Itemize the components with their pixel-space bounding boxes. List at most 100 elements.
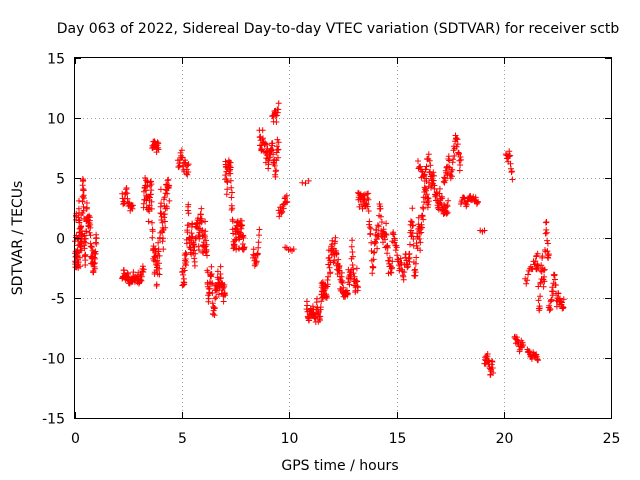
data-point: [199, 227, 206, 234]
data-point: [227, 170, 234, 177]
data-point: [338, 269, 345, 276]
data-point: [90, 261, 97, 268]
data-point: [82, 257, 89, 264]
x-axis-tick-labels: 0 5 10 15 20 25: [71, 431, 620, 447]
data-point: [445, 197, 452, 204]
data-point: [87, 232, 94, 239]
data-point: [543, 219, 550, 225]
data-point: [209, 290, 216, 296]
data-point: [389, 264, 395, 271]
data-point: [211, 305, 218, 312]
data-point: [124, 195, 131, 202]
y-axis-tick-labels: -15 -10 -5 0 5 10 15: [42, 52, 65, 428]
data-point: [160, 235, 167, 242]
data-point: [148, 187, 155, 194]
data-point: [188, 230, 195, 237]
data-point: [344, 290, 351, 297]
data-point: [223, 191, 230, 198]
data-point: [544, 240, 551, 247]
data-point: [197, 211, 204, 218]
data-point: [331, 257, 338, 264]
data-point: [325, 273, 332, 280]
data-point: [537, 279, 544, 286]
data-point: [224, 186, 231, 193]
data-point: [76, 217, 83, 224]
data-point: [160, 246, 167, 253]
grid-layer: [75, 58, 611, 418]
data-point: [423, 187, 429, 194]
data-point: [181, 279, 188, 286]
data-point: [129, 202, 136, 209]
data-point: [446, 157, 453, 164]
data-point: [148, 198, 155, 205]
data-point: [155, 239, 162, 246]
data-point: [524, 277, 531, 284]
data-point: [274, 136, 281, 143]
data-point: [545, 251, 552, 258]
data-point: [451, 152, 458, 159]
data-point: [481, 227, 488, 234]
data-point: [92, 250, 99, 257]
data-point: [378, 219, 385, 225]
data-point: [508, 168, 515, 175]
data-point: [373, 236, 380, 243]
data-point: [464, 198, 471, 205]
data-point: [431, 185, 438, 192]
data-point: [275, 100, 282, 107]
data-point: [349, 253, 356, 260]
data-point: [542, 230, 549, 237]
data-point: [145, 218, 152, 225]
data-point: [507, 160, 514, 167]
data-point: [268, 147, 275, 154]
data-point: [78, 223, 85, 230]
data-point: [383, 220, 390, 227]
data-point: [269, 140, 276, 147]
data-point: [405, 263, 412, 270]
data-point: [220, 285, 227, 292]
data-point: [153, 267, 160, 274]
data-point: [146, 202, 153, 209]
data-point: [155, 146, 162, 153]
data-point: [239, 233, 246, 240]
data-point: [151, 246, 158, 253]
data-point: [412, 269, 419, 276]
data-point: [191, 262, 198, 269]
data-point: [184, 171, 191, 178]
data-point: [90, 269, 97, 276]
data-point: [148, 181, 155, 188]
data-point: [552, 276, 558, 283]
data-point: [389, 258, 396, 265]
data-point: [185, 210, 192, 217]
data-point: [332, 234, 339, 241]
data-point: [198, 205, 205, 212]
data-point: [540, 267, 547, 274]
data-point: [203, 241, 210, 248]
data-point: [560, 304, 567, 311]
data-point: [415, 214, 422, 221]
data-point: [318, 298, 325, 305]
data-point: [383, 232, 390, 238]
data-point: [272, 173, 279, 180]
data-point: [93, 240, 100, 247]
data-point: [239, 222, 245, 229]
data-point: [456, 157, 463, 164]
data-point: [441, 174, 448, 181]
data-point: [335, 256, 342, 263]
data-point: [80, 195, 87, 202]
data-point: [450, 156, 457, 163]
data-point: [443, 210, 450, 217]
data-point: [449, 166, 456, 173]
data-point: [535, 297, 542, 304]
data-point: [240, 235, 247, 241]
data-point: [425, 201, 432, 208]
y-tick-label: -15: [42, 412, 65, 428]
data-point: [419, 224, 425, 231]
data-point: [217, 263, 224, 270]
data-point: [374, 222, 381, 229]
data-point: [525, 271, 531, 278]
data-point: [409, 205, 416, 212]
data-point: [366, 224, 373, 231]
data-point: [140, 266, 147, 273]
data-point: [549, 284, 556, 291]
